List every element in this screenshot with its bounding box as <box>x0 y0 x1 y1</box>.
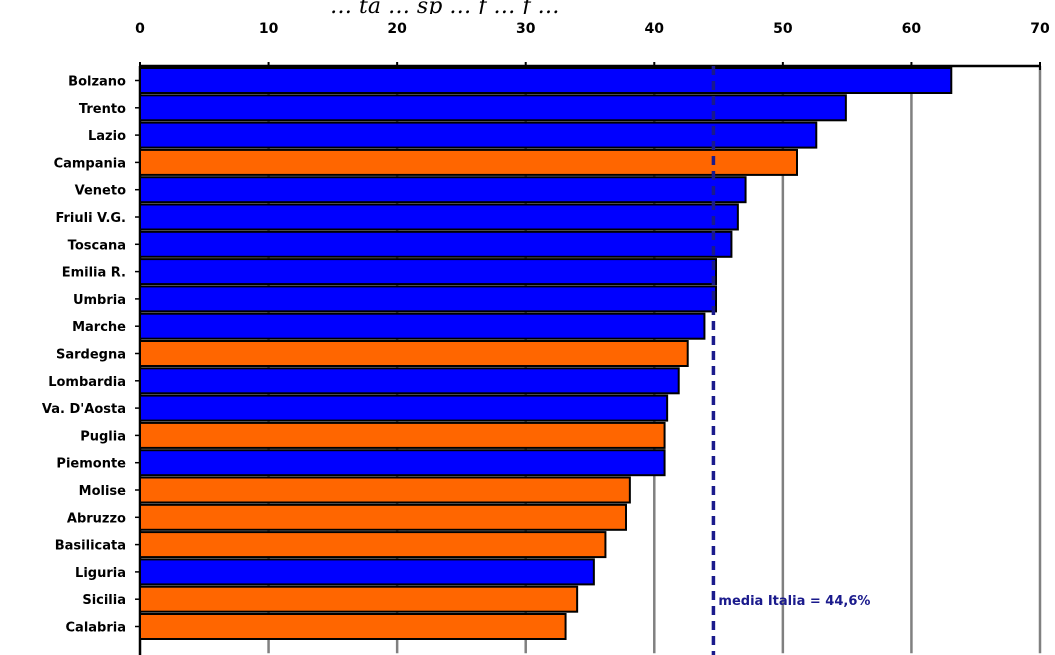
category-label: Lazio <box>88 129 126 144</box>
category-label: Puglia <box>80 429 126 444</box>
bar <box>139 503 627 531</box>
chart-title: … ta … sp … f … f … <box>330 0 560 14</box>
category-label: Piemonte <box>56 457 126 472</box>
bar <box>139 613 567 640</box>
category-label: Toscana <box>68 238 126 253</box>
category-label: Liguria <box>75 566 126 581</box>
bar <box>139 203 739 231</box>
x-tick-label: 60 <box>902 21 922 37</box>
category-label: Campania <box>54 156 126 171</box>
bar <box>139 67 953 94</box>
bar <box>139 148 798 176</box>
category-label: Molise <box>79 484 127 499</box>
category-label: Friuli V.G. <box>55 211 126 226</box>
x-tick-label: 0 <box>135 21 145 37</box>
bar <box>139 230 733 258</box>
category-label: Umbria <box>73 293 126 308</box>
bar <box>139 94 847 122</box>
bar <box>139 394 669 422</box>
bar <box>139 585 579 613</box>
category-label: Bolzano <box>68 75 126 90</box>
category-label: Basilicata <box>55 539 126 554</box>
bar <box>139 476 631 504</box>
bar <box>139 340 689 367</box>
reference-line-label: media Italia = 44,6% <box>718 594 870 609</box>
bar <box>139 121 818 149</box>
category-label: Calabria <box>66 621 127 636</box>
category-label: Lombardia <box>48 375 126 390</box>
x-tick-label: 40 <box>645 21 665 37</box>
category-label: Marche <box>72 320 126 335</box>
category-label: Va. D'Aosta <box>42 402 126 417</box>
x-tick-label: 70 <box>1030 21 1050 37</box>
bar <box>139 531 607 559</box>
bar <box>139 176 747 204</box>
bar <box>139 421 666 449</box>
bar <box>139 285 717 313</box>
x-tick-label: 50 <box>773 21 793 37</box>
category-label: Emilia R. <box>62 266 126 281</box>
category-label: Trento <box>79 102 126 117</box>
category-label: Sardegna <box>56 348 126 363</box>
bar <box>139 312 706 340</box>
x-tick-label: 30 <box>516 21 536 37</box>
category-label: Sicilia <box>82 593 126 608</box>
bar <box>139 449 666 477</box>
x-tick-label: 10 <box>259 21 279 37</box>
x-tick-label: 20 <box>387 21 407 37</box>
bar <box>139 558 595 586</box>
category-label: Veneto <box>75 184 126 199</box>
category-label: Abruzzo <box>67 511 126 526</box>
bar <box>139 367 680 395</box>
bar <box>139 258 717 286</box>
